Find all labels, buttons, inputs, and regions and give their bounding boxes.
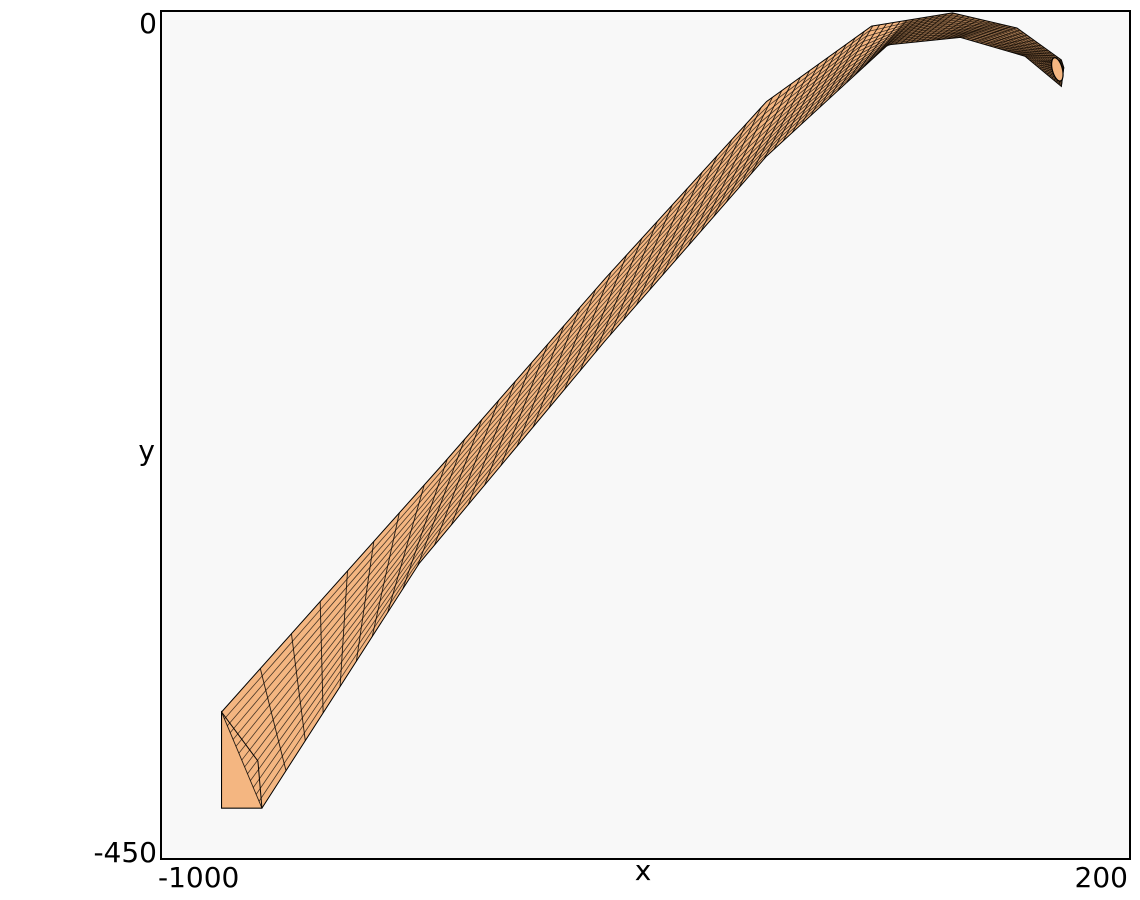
mesh-line-longitudinal — [255, 35, 1062, 795]
mesh-line-longitudinal — [244, 29, 1063, 768]
mesh-line-longitudinal — [232, 21, 1064, 740]
x-axis-label: x — [635, 854, 652, 887]
mesh-dense-shading — [869, 13, 1064, 87]
y-axis-label: y — [138, 434, 155, 467]
mesh-line-longitudinal — [235, 23, 1064, 747]
plot-background — [161, 11, 1130, 859]
mesh-line-longitudinal — [238, 25, 1064, 754]
x-tick-left: -1000 — [158, 861, 239, 894]
mesh-line-longitudinal — [229, 19, 1064, 733]
mesh-line-transverse — [417, 439, 466, 567]
mesh-line-longitudinal — [250, 33, 1063, 781]
mesh-line-longitudinal — [247, 31, 1063, 775]
plot-frame — [160, 10, 1131, 860]
mesh-line-longitudinal — [258, 36, 1062, 802]
y-tick-top: 0 — [139, 7, 157, 40]
y-tick-bottom: -450 — [93, 836, 157, 869]
mesh-line-longitudinal — [224, 15, 1064, 720]
mesh-layer — [221, 12, 1065, 809]
mesh-line-longitudinal — [252, 34, 1063, 788]
mesh-line-longitudinal — [241, 27, 1063, 761]
x-tick-right: 200 — [1075, 861, 1128, 894]
mesh-line-longitudinal — [227, 17, 1064, 727]
mesh-tip-cap — [1050, 57, 1064, 82]
